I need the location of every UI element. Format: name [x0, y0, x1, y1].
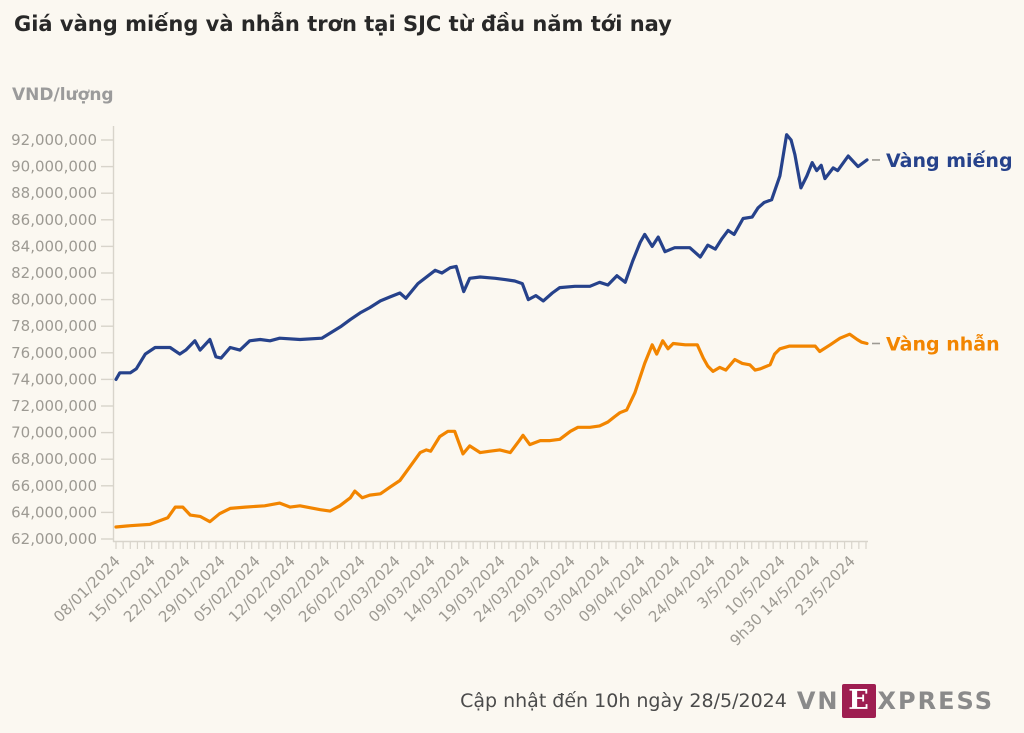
y-axis-tick-label: 70,000,000: [11, 424, 97, 442]
y-axis-tick-label: 88,000,000: [11, 184, 97, 202]
y-axis-tick-label: 66,000,000: [11, 477, 97, 495]
y-axis-tick-label: 80,000,000: [11, 291, 97, 309]
y-axis-tick-label: 72,000,000: [11, 397, 97, 415]
footer: Cập nhật đến 10h ngày 28/5/2024 VN E XPR…: [460, 684, 994, 718]
y-axis-tick-label: 64,000,000: [11, 503, 97, 521]
legend-vang-mieng: Vàng miếng: [886, 149, 1013, 172]
y-axis-tick-label: 92,000,000: [11, 131, 97, 149]
chart-title: Giá vàng miếng và nhẫn trơn tại SJC từ đ…: [14, 12, 672, 36]
update-note: Cập nhật đến 10h ngày 28/5/2024: [460, 690, 787, 712]
y-axis-tick-label: 86,000,000: [11, 211, 97, 229]
logo-vn-text: VN: [796, 687, 840, 715]
y-axis-tick-label: 76,000,000: [11, 344, 97, 362]
y-axis-tick-label: 90,000,000: [11, 158, 97, 176]
y-axis-tick-label: 62,000,000: [11, 530, 97, 548]
y-axis-unit-label: VND/lượng: [12, 85, 114, 105]
y-axis-tick-label: 74,000,000: [11, 370, 97, 388]
series-line-vang-nhan: [114, 332, 869, 529]
logo-e-badge: E: [841, 684, 876, 718]
y-axis-tick-label: 82,000,000: [11, 264, 97, 282]
vnexpress-logo: VN E XPRESS: [797, 684, 994, 718]
y-axis-tick-label: 78,000,000: [11, 317, 97, 335]
legend-vang-nhan: Vàng nhẫn: [886, 331, 1000, 355]
logo-xpress-text: XPRESS: [877, 687, 994, 715]
series-line-vang-mieng: [114, 133, 869, 381]
y-axis-tick-label: 84,000,000: [11, 237, 97, 255]
y-axis-tick-label: 68,000,000: [11, 450, 97, 468]
